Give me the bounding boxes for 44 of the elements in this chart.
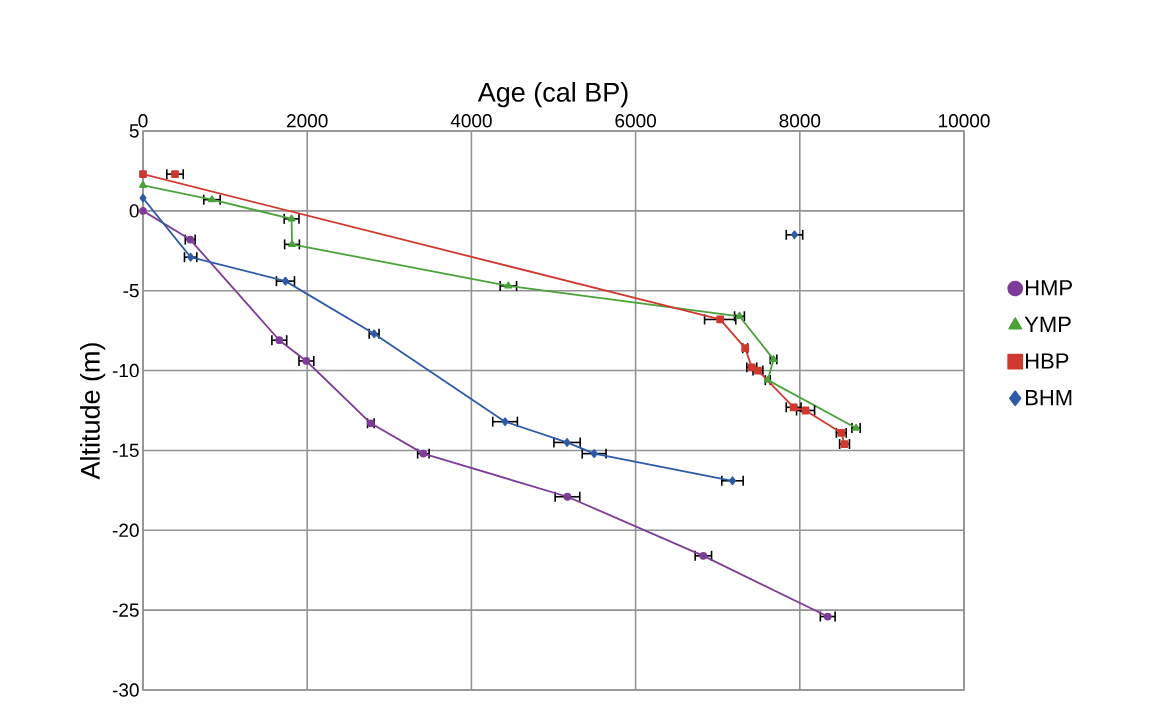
y-tick-label: -30	[112, 683, 139, 697]
y-axis-title: Altitude (m)	[80, 343, 106, 480]
point	[501, 417, 509, 427]
point	[275, 336, 284, 345]
point	[139, 206, 147, 215]
y-tick-label: -20	[112, 523, 139, 538]
y-tick-label: -10	[112, 363, 139, 378]
point	[590, 449, 598, 459]
point	[823, 612, 832, 621]
x-tick-label: 8000	[779, 114, 821, 128]
point	[288, 240, 296, 248]
point	[563, 438, 571, 447]
x-tick-label: 10000	[939, 114, 990, 128]
x-axis-title: Age (cal BP)	[477, 82, 628, 108]
y-tick-label: 0	[129, 204, 139, 218]
point	[735, 311, 744, 319]
point	[716, 315, 725, 324]
legend-label: YMP	[1024, 316, 1071, 332]
point	[699, 551, 708, 560]
y-tick-label: -25	[112, 603, 139, 617]
x-tick-label: 2000	[287, 114, 328, 128]
point	[208, 195, 216, 203]
x-tick-label: 6000	[615, 114, 656, 128]
y-tick-label: 5	[129, 124, 139, 138]
legend-label: HMP	[1026, 280, 1072, 296]
point	[789, 403, 798, 412]
point	[139, 170, 147, 179]
point	[171, 170, 179, 179]
y-tick-label: -5	[123, 284, 139, 298]
point	[302, 357, 311, 365]
x-tick-label: 0	[138, 114, 148, 128]
point	[728, 476, 736, 486]
point	[281, 276, 289, 286]
legend-label: BHM	[1026, 390, 1072, 406]
point	[504, 281, 513, 289]
point	[563, 492, 572, 501]
point	[187, 252, 195, 262]
legend-label: HBP	[1026, 353, 1069, 369]
x-tick-label: 4000	[450, 114, 492, 128]
y-tick-label: -15	[112, 443, 139, 458]
point	[790, 230, 798, 240]
point	[287, 214, 296, 222]
point	[139, 193, 147, 203]
point	[139, 180, 147, 188]
